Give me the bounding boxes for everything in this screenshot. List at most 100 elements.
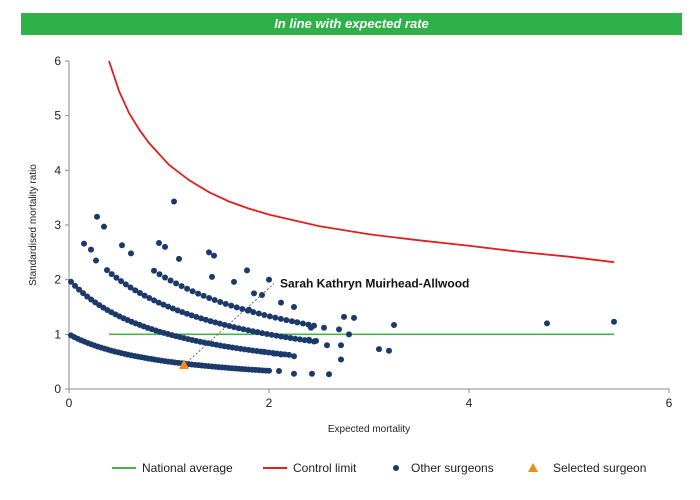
other-surgeon-point <box>291 370 297 377</box>
other-surgeon-point <box>212 319 219 326</box>
other-surgeon-point <box>292 335 299 342</box>
other-surgeon-point <box>174 307 181 314</box>
other-surgeon-point <box>296 336 303 343</box>
other-surgeon-point <box>94 213 100 220</box>
other-surgeon-point <box>171 198 177 205</box>
other-surgeon-point <box>189 288 196 295</box>
other-surgeon-point <box>211 296 218 303</box>
other-surgeon-point <box>272 314 279 321</box>
other-surgeon-point <box>544 320 550 327</box>
other-surgeon-point <box>306 336 312 343</box>
x-tick-label: 0 <box>66 396 73 410</box>
other-surgeon-point <box>146 295 153 302</box>
other-surgeon-point <box>72 282 79 289</box>
other-surgeon-point <box>283 317 290 324</box>
other-surgeon-point <box>240 326 247 333</box>
other-surgeon-point <box>119 242 125 249</box>
other-surgeon-point <box>206 249 212 256</box>
other-surgeon-point <box>282 334 289 341</box>
other-surgeon-point <box>118 278 125 285</box>
other-surgeon-point <box>268 331 275 338</box>
other-surgeon-point <box>276 367 282 374</box>
y-tick-label: 3 <box>54 218 61 232</box>
other-surgeon-point <box>231 278 237 285</box>
other-surgeon-point <box>287 334 294 341</box>
other-surgeon-point <box>156 240 162 247</box>
other-surgeon-point <box>386 347 392 354</box>
other-surgeon-point <box>286 351 292 358</box>
other-surgeon-point <box>321 324 327 331</box>
y-tick-label: 0 <box>54 382 61 396</box>
other-surgeon-point <box>81 240 87 247</box>
selected-surgeon-label: Sarah Kathryn Muirhead-Allwood <box>280 276 469 290</box>
other-surgeon-point <box>132 287 139 294</box>
other-surgeon-point <box>176 255 182 262</box>
other-surgeon-point <box>141 292 148 299</box>
legend: National average Control limit Other sur… <box>112 461 646 475</box>
other-surgeon-point <box>104 267 110 274</box>
other-surgeon-point <box>244 267 250 274</box>
other-surgeon-point <box>341 313 347 320</box>
other-surgeon-point <box>151 297 158 304</box>
y-tick-label: 4 <box>54 163 61 177</box>
other-surgeon-point <box>127 284 134 291</box>
other-surgeon-point <box>188 312 195 319</box>
y-tick-label: 1 <box>54 327 61 341</box>
other-surgeon-point <box>165 303 172 310</box>
selected-surgeon-point <box>179 358 189 369</box>
other-surgeon-point <box>184 285 191 292</box>
other-surgeon-point <box>226 323 233 330</box>
other-surgeon-point <box>254 329 261 336</box>
y-tick-label: 5 <box>54 109 61 123</box>
other-surgeon-point <box>261 348 267 355</box>
other-surgeon-point <box>278 299 284 306</box>
other-surgeon-point <box>209 273 215 280</box>
other-surgeon-point <box>277 315 284 322</box>
other-surgeon-point <box>246 306 252 313</box>
other-surgeon-point <box>338 342 344 349</box>
other-surgeon-point <box>167 277 174 284</box>
other-surgeon-point <box>278 333 285 340</box>
legend-control-limit-label: Control limit <box>293 461 357 475</box>
other-surgeon-point <box>324 342 330 349</box>
other-surgeon-point <box>259 330 266 337</box>
other-surgeon-point <box>173 280 180 287</box>
other-surgeon-point <box>88 246 94 253</box>
x-axis-label: Expected mortality <box>328 424 410 435</box>
other-surgeon-point <box>113 274 120 281</box>
other-surgeon-point <box>216 320 223 327</box>
legend-other-surgeons-label: Other surgeons <box>411 461 494 475</box>
plot-area: Sarah Kathryn Muirhead-Allwood <box>68 60 617 378</box>
other-surgeon-point <box>128 250 134 257</box>
other-surgeon-point <box>207 318 214 325</box>
other-surgeon-point <box>263 330 270 337</box>
other-surgeon-point <box>351 314 357 321</box>
other-surgeon-point <box>291 304 297 310</box>
other-surgeon-point <box>278 351 284 358</box>
other-surgeon-point <box>193 313 200 320</box>
other-surgeon-point <box>301 337 308 344</box>
other-surgeon-point <box>151 267 157 274</box>
other-surgeon-point <box>68 278 74 285</box>
other-surgeon-point <box>178 283 185 290</box>
other-surgeon-point <box>211 252 217 259</box>
other-surgeon-point <box>122 281 129 288</box>
other-surgeon-point <box>93 257 99 264</box>
x-tick-label: 6 <box>666 396 673 410</box>
other-surgeon-point <box>266 367 272 374</box>
x-tick-label: 4 <box>466 396 473 410</box>
other-surgeon-point <box>200 292 207 299</box>
legend-national-average-label: National average <box>142 461 233 475</box>
other-surgeon-point <box>309 370 315 377</box>
other-surgeon-point <box>228 302 235 309</box>
other-surgeon-point <box>206 294 213 301</box>
y-tick-label: 2 <box>54 273 61 287</box>
other-surgeon-point <box>217 298 224 305</box>
other-surgeon-point <box>299 320 306 327</box>
other-surgeon-point <box>198 315 205 322</box>
other-surgeon-point <box>231 324 238 331</box>
other-surgeon-point <box>266 313 273 320</box>
other-surgeon-point <box>249 328 256 335</box>
other-surgeon-point <box>80 290 87 297</box>
